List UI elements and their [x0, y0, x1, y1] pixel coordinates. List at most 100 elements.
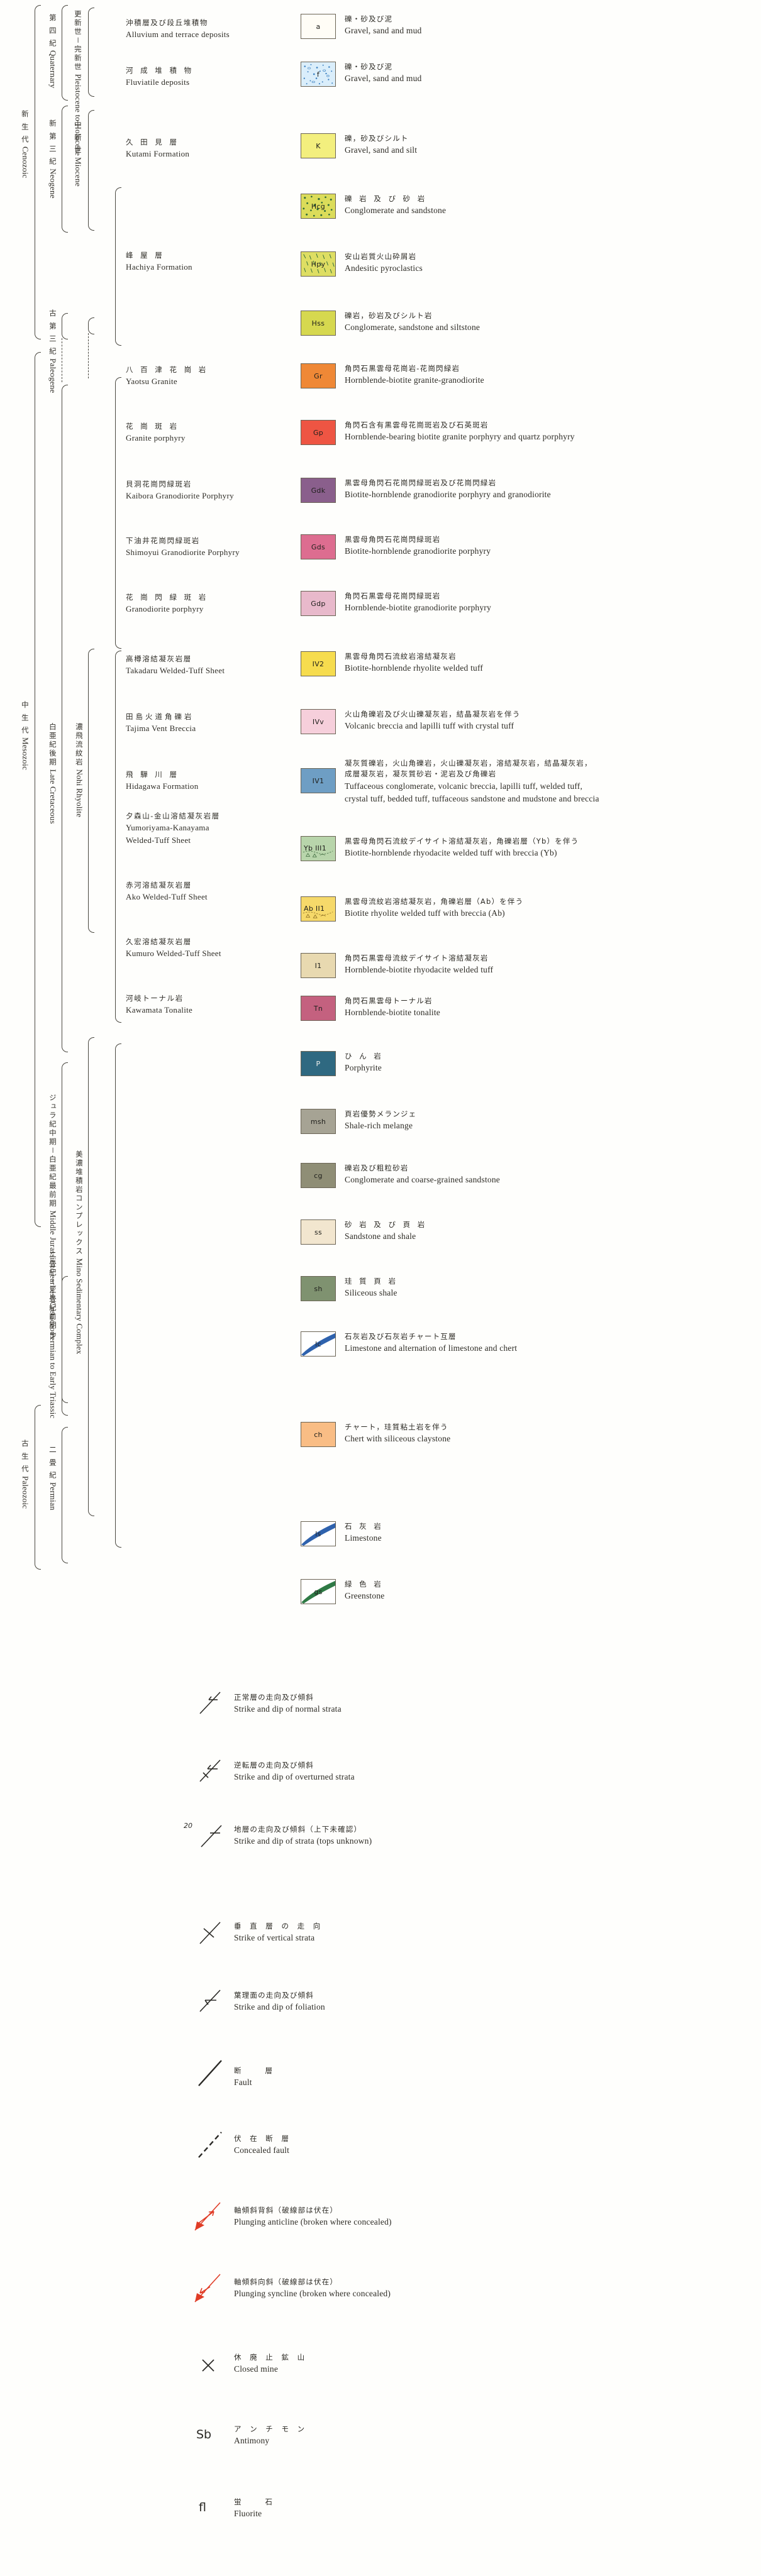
- desc-msh-en: Shale-rich melange: [345, 1121, 413, 1131]
- symbol-label-antimony: ア ン チ モ ン Antimony: [234, 2424, 308, 2448]
- desc-I1-en: Hornblende-biotite rhyodacite welded tuf…: [345, 965, 494, 975]
- desc-sh-en: Siliceous shale: [345, 1288, 397, 1298]
- bracket-paleogene-inner: [88, 317, 94, 334]
- symbol-label-strike-vertical: 垂 直 層 の 走 向 Strike of vertical strata: [234, 1921, 323, 1945]
- period-label-mid-jurassic-earliest-cretaceous: ジュラ紀中期－白亜紀最前期 Middle Jurassic to earlies…: [47, 1094, 58, 1339]
- symbol-jp-anticline: 軸傾斜背斜（破線部は伏在）: [234, 2206, 338, 2215]
- epoch-label-pleistocene-holocene: 更新世－完新世 Pleistocene to Holocene: [72, 10, 84, 156]
- period-label-mjec-jp: ジュラ紀中期－白亜紀最前期: [48, 1094, 57, 1208]
- swatch-code-K: K: [316, 141, 321, 150]
- swatch-Gp: Gp: [301, 420, 336, 445]
- desc-IV2: 黒雲母角閃石流紋岩溶結凝灰岩 Biotite-hornblende rhyoli…: [345, 651, 483, 675]
- desc-Gdp-en: Hornblende-biotite granodiorite porphyry: [345, 603, 491, 613]
- symbol-jp-fluorite: 蛍 石: [234, 2497, 275, 2506]
- desc-Gp-jp: 角閃石含有黒雲母花崗斑岩及び石英斑岩: [345, 421, 489, 429]
- desc-lc-en: Limestone and alternation of limestone a…: [345, 1343, 518, 1353]
- desc-a: 礫・砂及び泥 Gravel, sand and mud: [345, 14, 421, 38]
- formation-yaotsu-granite-en: Yaotsu Granite: [126, 377, 177, 387]
- swatch-msh: msh: [301, 1109, 336, 1134]
- formation-kumuro: 久宏溶結凝灰岩層 Kumuro Welded-Tuff Sheet: [126, 937, 221, 960]
- desc-a-jp: 礫・砂及び泥: [345, 14, 393, 23]
- period-label-pet-jp: 二畳紀－三畳紀前期: [48, 1251, 57, 1330]
- formation-hachiya-jp: 峰 屋 層: [126, 251, 165, 260]
- symbol-jp-antimony: ア ン チ モ ン: [234, 2425, 308, 2433]
- symbol-concealed-fault-icon: [195, 2128, 229, 2158]
- desc-IV2-jp: 黒雲母角閃石流紋岩溶結凝灰岩: [345, 652, 457, 661]
- desc-f-en: Gravel, sand and mud: [345, 74, 422, 84]
- group-label-mino-sedimentary-complex: 美濃堆積岩コンプレックス Mino Sedimentary Complex: [73, 1150, 85, 1354]
- desc-gs-en: Greenstone: [345, 1591, 385, 1601]
- symbol-strike-dip-tops-unknown-icon: [195, 1822, 229, 1851]
- bracket-late-cretaceous: [62, 385, 68, 1052]
- symbol-fluorite-code: fl: [199, 2501, 206, 2514]
- swatch-code-Hcg: Hcg: [311, 202, 326, 211]
- desc-cg: 礫岩及び粗粒砂岩 Conglomerate and coarse-grained…: [345, 1163, 500, 1187]
- bracket-nohi-rhyolite: [88, 649, 94, 933]
- desc-Ab-II1: 黒雲母流紋岩溶結凝灰岩，角礫岩層（Ab）を伴う Biotite rhyolite…: [345, 896, 523, 920]
- swatch-P: P: [301, 1051, 336, 1076]
- formation-kutami: 久 田 見 層 Kutami Formation: [126, 137, 189, 160]
- formation-granodiorite-porphyry-en: Granodiorite porphyry: [126, 604, 204, 614]
- desc-Hpy-jp: 安山岩質火山砕屑岩: [345, 252, 417, 261]
- symbol-closed-mine-icon: [197, 2355, 231, 2376]
- formation-kutami-jp: 久 田 見 層: [126, 138, 179, 146]
- period-label-quaternary-jp: 第 四 紀: [48, 14, 57, 48]
- formation-fluviatile: 河 成 堆 積 物 Fluviatile deposits: [126, 65, 194, 89]
- swatch-IV2: IV2: [301, 651, 336, 676]
- desc-K: 礫，砂及びシルト Gravel, sand and silt: [345, 133, 417, 157]
- period-label-neogene-en: Neogene: [48, 168, 58, 199]
- swatch-code-IVv: IVv: [312, 717, 325, 726]
- symbol-jp-foliation: 葉理面の走向及び傾斜: [234, 1991, 314, 2000]
- swatch-code-f: f: [316, 70, 320, 79]
- swatch-IV1: IV1: [301, 768, 336, 793]
- swatch-a: a: [301, 14, 336, 39]
- swatch-code-Yb-III1: Yb III1: [304, 844, 327, 852]
- swatch-gs: gs: [301, 1579, 336, 1604]
- dots-blue-pattern-icon: [303, 63, 333, 85]
- desc-Gds-jp: 黒雲母角閃石花崗閃緑斑岩: [345, 535, 441, 544]
- formation-shimoyui: 下油井花崗閃緑斑岩 Shimoyui Granodiorite Porphyry: [126, 536, 240, 559]
- formation-alluvium-jp: 沖積層及び段丘堆積物: [126, 18, 208, 27]
- symbol-jp-fault: 断 層: [234, 2066, 275, 2075]
- desc-Hss-jp: 礫岩，砂岩及びシルト岩: [345, 311, 433, 320]
- swatch-sh: sh: [301, 1276, 336, 1301]
- swatch-Yb-III1: Yb III1: [301, 836, 336, 861]
- symbol-en-fluorite: Fluorite: [234, 2509, 262, 2519]
- bracket-paleogene: [62, 313, 68, 339]
- symbol-jp-strike-dip-overturned: 逆転層の走向及び傾斜: [234, 1761, 314, 1770]
- symbol-label-strike-dip-overturned: 逆転層の走向及び傾斜 Strike and dip of overturned …: [234, 1760, 355, 1784]
- desc-ss-en: Sandstone and shale: [345, 1231, 416, 1241]
- breccia-green-pattern-icon: [303, 850, 333, 857]
- symbol-en-foliation: Strike and dip of foliation: [234, 2002, 325, 2012]
- period-label-quaternary: 第 四 紀 Quaternary: [47, 14, 58, 88]
- formation-granite-porphyry: 花 崗 斑 岩 Granite porphyry: [126, 421, 186, 444]
- formation-ako-en: Ako Welded-Tuff Sheet: [126, 892, 208, 902]
- period-label-permian-early-triassic: 二畳紀－三畳紀前期 Permian to Early Triassic: [47, 1251, 58, 1418]
- swatch-K: K: [301, 133, 336, 158]
- desc-ls-en: Limestone: [345, 1533, 382, 1543]
- desc-cg-en: Conglomerate and coarse-grained sandston…: [345, 1175, 500, 1185]
- formation-granodiorite-porphyry-jp: 花 崗 閃 緑 斑 岩: [126, 593, 209, 602]
- desc-Gds-en: Biotite-hornblende granodiorite porphyry: [345, 546, 491, 556]
- symbol-label-plunging-anticline: 軸傾斜背斜（破線部は伏在） Plunging anticline (broken…: [234, 2205, 392, 2229]
- formation-takadaru: 高樽溶結凝灰岩層 Takadaru Welded-Tuff Sheet: [126, 654, 225, 677]
- desc-IV1-en: Tuffaceous conglomerate, volcanic brecci…: [345, 781, 583, 791]
- swatch-Gdk: Gdk: [301, 478, 336, 503]
- swatch-cg: cg: [301, 1163, 336, 1188]
- formation-fluviatile-jp: 河 成 堆 積 物: [126, 66, 194, 75]
- formation-takadaru-en: Takadaru Welded-Tuff Sheet: [126, 666, 225, 676]
- desc-Yb-en: Biotite-hornblende rhyodacite welded tuf…: [345, 848, 557, 858]
- desc-Tn: 角閃石黒雲母トーナル岩 Hornblende-biotite tonalite: [345, 996, 440, 1020]
- desc-f-jp: 礫・砂及び泥: [345, 62, 393, 71]
- period-label-neogene: 新 第 三 紀 Neogene: [47, 119, 58, 199]
- era-label-mesozoic-en: Mesozoic: [20, 737, 30, 771]
- symbol-strike-dip-overturned-icon: [195, 1756, 229, 1785]
- desc-Hpy-en: Andesitic pyroclastics: [345, 263, 423, 273]
- desc-P-en: Porphyrite: [345, 1063, 382, 1073]
- desc-IVv-en: Volcanic breccia and lapilli tuff with c…: [345, 721, 514, 731]
- formation-yumoriyama-en: Yumoriyama-Kanayama: [126, 823, 209, 833]
- swatch-code-Gdp: Gdp: [311, 599, 326, 608]
- period-label-quaternary-en: Quaternary: [48, 50, 58, 89]
- swatch-Hss: Hss: [301, 311, 336, 336]
- symbol-fault-icon: [195, 2057, 229, 2086]
